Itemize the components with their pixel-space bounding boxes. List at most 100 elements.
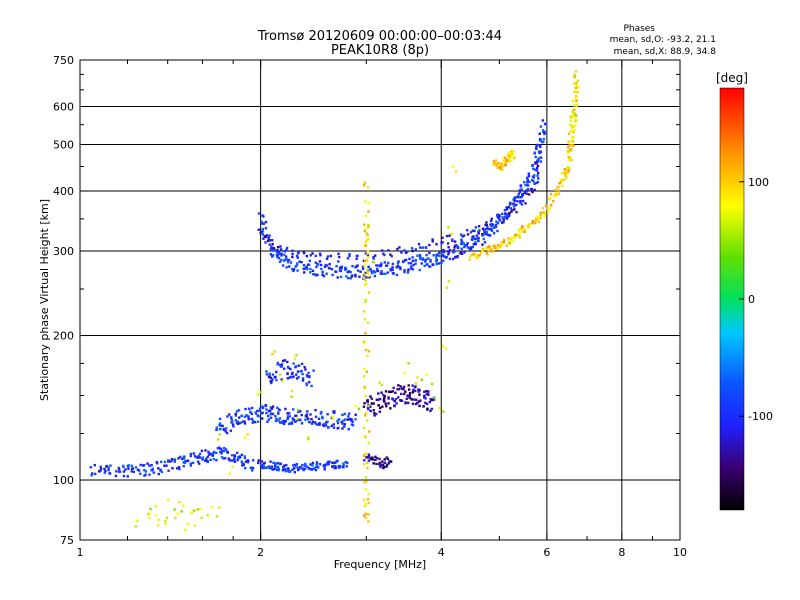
data-point (226, 415, 229, 418)
data-point (243, 455, 247, 458)
data-point (383, 261, 386, 264)
data-point (549, 196, 552, 200)
data-point (569, 139, 573, 143)
data-point (558, 182, 561, 185)
data-point (256, 409, 259, 413)
data-point (554, 188, 558, 192)
data-point (364, 488, 368, 491)
data-point (549, 206, 552, 210)
data-point (270, 407, 274, 410)
data-point (370, 272, 374, 275)
data-point (276, 255, 279, 259)
data-point (318, 252, 322, 255)
data-point (289, 367, 292, 371)
data-point (535, 166, 539, 170)
data-point (369, 395, 372, 398)
data-point (326, 420, 329, 424)
data-point (186, 459, 190, 462)
data-point (367, 513, 370, 516)
data-point (337, 418, 341, 421)
data-point (474, 226, 478, 229)
data-point (532, 179, 535, 183)
phases-x-stats: mean, sd,X: 88.9, 34.8 (614, 47, 717, 57)
data-point (218, 506, 221, 509)
data-point (167, 469, 170, 472)
data-point (294, 414, 297, 418)
data-point (525, 192, 528, 195)
data-point (291, 375, 294, 379)
data-point (571, 140, 574, 143)
data-point (197, 454, 200, 458)
data-point (518, 235, 521, 239)
data-point (304, 418, 307, 421)
data-point (299, 418, 302, 422)
data-point (354, 404, 357, 408)
data-point (201, 456, 205, 459)
data-point (524, 183, 527, 187)
data-point (239, 456, 242, 459)
data-point (288, 375, 292, 379)
data-point (442, 410, 445, 413)
data-point (530, 188, 534, 191)
data-point (341, 465, 345, 468)
data-point (292, 467, 296, 470)
data-point (349, 270, 352, 274)
data-point (279, 421, 282, 424)
data-point (283, 253, 286, 257)
data-point (403, 270, 406, 274)
data-point (407, 384, 410, 387)
data-point (478, 254, 481, 257)
data-point (471, 238, 474, 242)
data-point (557, 189, 560, 193)
data-point (286, 412, 289, 415)
data-point (211, 454, 215, 457)
data-point (541, 119, 545, 122)
data-point (526, 181, 529, 184)
data-point (403, 392, 406, 396)
data-point (307, 375, 311, 379)
data-point (536, 215, 539, 218)
data-point (438, 406, 441, 410)
data-point (542, 130, 546, 134)
data-point (221, 449, 224, 453)
data-point (168, 460, 172, 463)
data-point (365, 480, 368, 483)
data-point (94, 472, 97, 476)
data-point (573, 112, 576, 115)
data-point (136, 519, 139, 523)
data-point (273, 350, 276, 353)
data-point (412, 388, 415, 392)
data-point (493, 244, 496, 248)
data-point (572, 82, 576, 85)
data-point (182, 457, 186, 460)
data-point (304, 414, 308, 418)
data-point (563, 171, 566, 174)
data-point (196, 460, 200, 463)
data-point (570, 116, 573, 119)
data-point (575, 84, 578, 87)
data-point (309, 413, 312, 416)
data-point (305, 383, 309, 387)
data-point (329, 254, 333, 258)
data-point (528, 180, 531, 184)
data-point (377, 398, 380, 401)
data-point (509, 237, 512, 241)
data-point (167, 459, 170, 462)
data-point (503, 209, 507, 212)
data-point (330, 268, 334, 271)
data-point (387, 390, 391, 394)
data-point (502, 221, 505, 224)
data-point (312, 467, 315, 471)
data-point (475, 234, 479, 237)
data-point (295, 354, 298, 357)
data-point (233, 454, 236, 457)
data-point (387, 462, 391, 465)
data-point (99, 469, 102, 472)
data-point (364, 512, 368, 516)
data-point (167, 498, 170, 501)
data-point (467, 246, 470, 249)
data-point (362, 454, 366, 457)
data-point (216, 438, 220, 441)
data-point (261, 463, 264, 466)
data-point (237, 422, 240, 426)
